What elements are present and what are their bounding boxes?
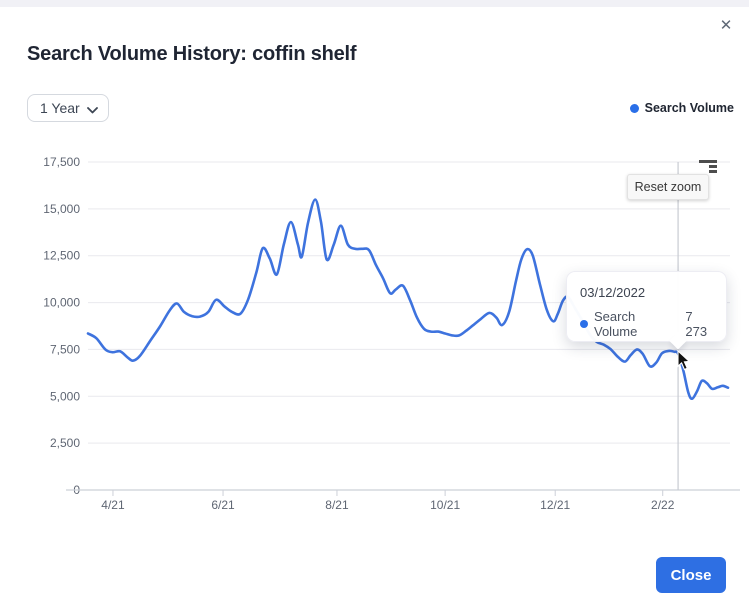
tooltip-date: 03/12/2022 (580, 285, 646, 300)
y-axis-label: 17,500 (43, 155, 80, 169)
x-axis-label: 10/21 (430, 498, 460, 512)
y-axis-label: 15,000 (43, 202, 80, 216)
reset-zoom-button[interactable]: Reset zoom (627, 174, 709, 200)
tooltip-value: 7 273 (685, 309, 708, 339)
search-volume-modal: ✕ Search Volume History: coffin shelf 1 … (0, 7, 749, 609)
x-axis-label: 6/21 (211, 498, 235, 512)
y-axis-label: 5,000 (50, 389, 80, 403)
chart-tooltip: 03/12/2022 Search Volume 7 273 (566, 271, 727, 342)
close-icon[interactable]: ✕ (715, 15, 737, 37)
x-axis-label: 4/21 (101, 498, 125, 512)
search-volume-chart[interactable]: 02,5005,0007,50010,00012,50015,00017,500… (0, 147, 749, 527)
chart-context-menu-icon[interactable] (699, 160, 717, 173)
tooltip-series-label: Search Volume (594, 309, 638, 339)
range-selector-value: 1 Year (40, 100, 80, 116)
page-background-strip (0, 0, 749, 7)
range-selector-dropdown[interactable]: 1 Year (27, 94, 109, 122)
chart-area: 0 2,500 5,000 7,500 10,000 12,500 15,000 17,500… (0, 147, 749, 527)
x-axis-label: 2/22 (651, 498, 675, 512)
y-axis-label: 10,000 (43, 296, 80, 310)
page-title: Search Volume History: coffin shelf (27, 43, 357, 65)
tooltip-series-dot-icon (580, 320, 588, 328)
legend-dot-icon (629, 103, 639, 113)
x-axis-label: 12/21 (540, 498, 570, 512)
chevron-down-icon (86, 101, 98, 117)
y-axis-label: 2,500 (50, 436, 80, 450)
legend[interactable]: Search Volume (629, 101, 734, 115)
x-axis-label: 8/21 (325, 498, 349, 512)
legend-label: Search Volume (644, 101, 734, 115)
y-axis-label: 12,500 (43, 249, 80, 263)
series-line[interactable] (86, 198, 730, 401)
mouse-cursor-icon (677, 350, 691, 371)
y-axis-label: 7,500 (50, 342, 80, 356)
close-button[interactable]: Close (656, 557, 726, 593)
